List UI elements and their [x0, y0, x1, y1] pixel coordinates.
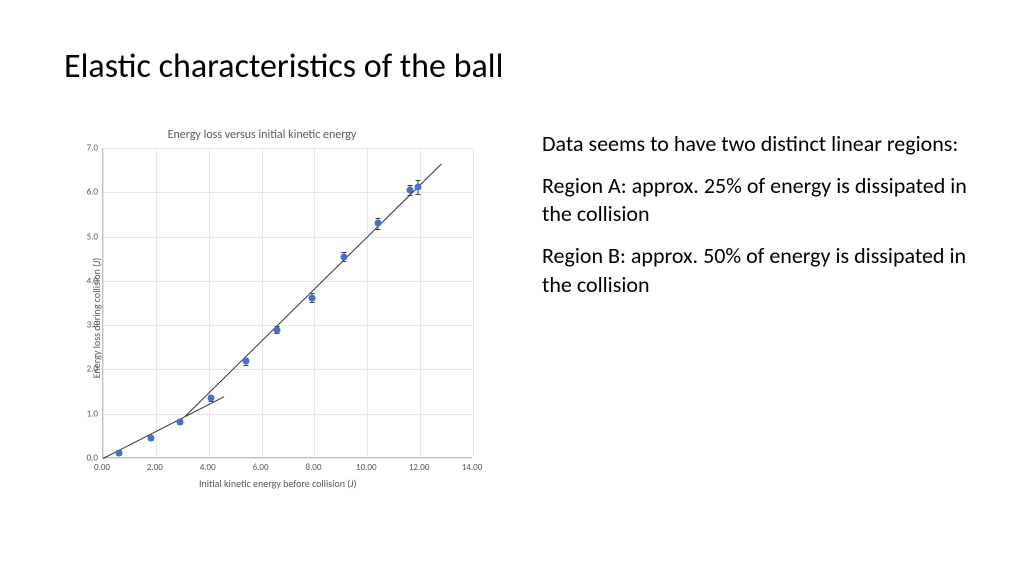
y-tick: 4.0 — [68, 275, 98, 286]
x-tick: 10.00 — [346, 462, 386, 473]
y-tick: 7.0 — [68, 143, 98, 154]
gridline-v — [103, 148, 104, 457]
page-title: Elastic characteristics of the ball — [64, 46, 503, 87]
body-paragraph-2: Region A: approx. 25% of energy is dissi… — [542, 172, 974, 228]
gridline-v — [209, 148, 210, 457]
gridline-h — [103, 458, 472, 459]
data-point — [208, 395, 215, 402]
data-point — [176, 418, 183, 425]
gridline-h — [103, 237, 472, 238]
y-tick: 0.0 — [68, 453, 98, 464]
error-cap — [275, 333, 280, 334]
error-cap — [341, 261, 346, 262]
error-cap — [309, 302, 314, 303]
body-text: Data seems to have two distinct linear r… — [542, 130, 974, 313]
data-point — [147, 435, 154, 442]
gridline-h — [103, 325, 472, 326]
y-tick: 3.0 — [68, 320, 98, 331]
energy-loss-chart: Energy loss versus initial kinetic energ… — [42, 128, 482, 528]
gridline-v — [156, 148, 157, 457]
gridline-h — [103, 281, 472, 282]
chart-title: Energy loss versus initial kinetic energ… — [42, 128, 482, 142]
gridline-v — [262, 148, 263, 457]
data-point — [242, 358, 249, 365]
x-tick: 12.00 — [399, 462, 439, 473]
gridline-h — [103, 369, 472, 370]
error-cap — [243, 365, 248, 366]
body-paragraph-3: Region B: approx. 50% of energy is dissi… — [542, 242, 974, 298]
x-tick: 14.00 — [452, 462, 492, 473]
data-point — [115, 449, 122, 456]
y-tick: 6.0 — [68, 187, 98, 198]
data-point — [406, 187, 413, 194]
y-tick: 5.0 — [68, 231, 98, 242]
data-point — [274, 326, 281, 333]
x-tick: 6.00 — [241, 462, 281, 473]
x-axis-label: Initial kinetic energy before collision … — [199, 477, 357, 490]
gridline-h — [103, 148, 472, 149]
error-cap — [375, 229, 380, 230]
error-cap — [415, 194, 420, 195]
body-paragraph-1: Data seems to have two distinct linear r… — [542, 130, 974, 158]
x-tick: 8.00 — [293, 462, 333, 473]
y-tick: 1.0 — [68, 408, 98, 419]
plot-area — [102, 148, 472, 458]
x-tick: 0.00 — [82, 462, 122, 473]
gridline-v — [420, 148, 421, 457]
y-tick: 2.0 — [68, 364, 98, 375]
data-point — [414, 183, 421, 190]
x-tick: 4.00 — [188, 462, 228, 473]
gridline-v — [473, 148, 474, 457]
gridline-v — [314, 148, 315, 457]
trendline — [185, 164, 442, 417]
error-cap — [415, 180, 420, 181]
data-point — [340, 253, 347, 260]
gridline-v — [367, 148, 368, 457]
data-point — [374, 220, 381, 227]
gridline-h — [103, 414, 472, 415]
x-tick: 2.00 — [135, 462, 175, 473]
data-point — [308, 294, 315, 301]
error-cap — [407, 195, 412, 196]
